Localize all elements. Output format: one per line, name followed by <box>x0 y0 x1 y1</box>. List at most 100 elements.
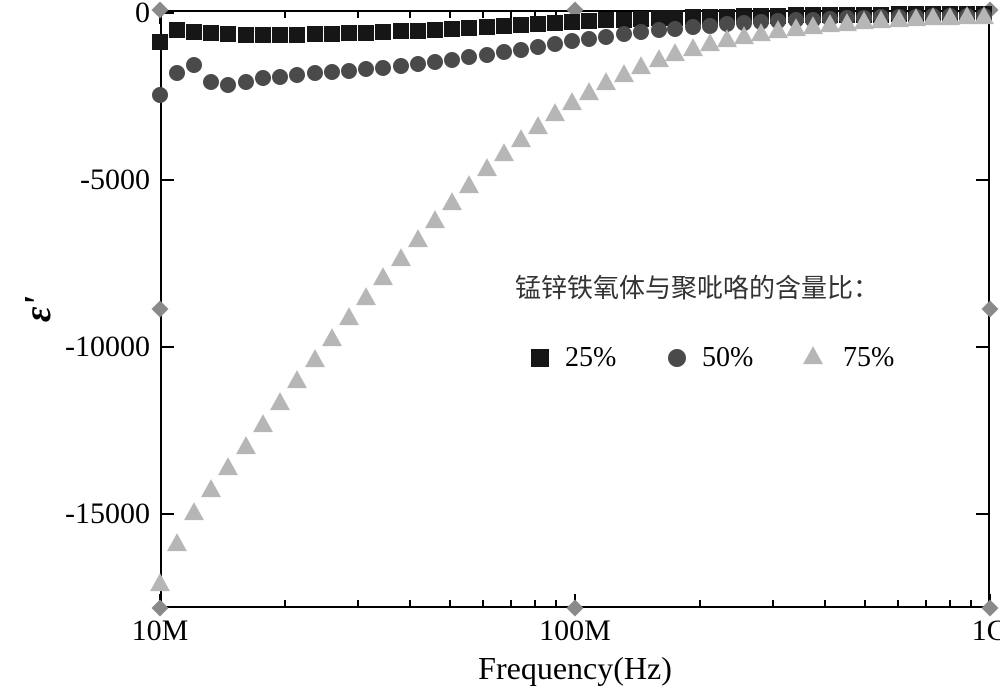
series-marker <box>339 307 359 325</box>
x-minor-tick-top <box>482 10 484 18</box>
x-minor-tick <box>925 600 927 608</box>
x-minor-tick <box>824 600 826 608</box>
series-marker <box>581 13 597 29</box>
legend-marker <box>668 349 686 367</box>
series-marker <box>598 29 614 45</box>
series-marker <box>479 19 495 35</box>
series-marker <box>220 77 236 93</box>
series-marker <box>616 26 632 42</box>
border-diamond <box>152 2 169 19</box>
series-marker <box>307 65 323 81</box>
series-marker <box>616 12 632 28</box>
y-tick-right <box>976 346 990 348</box>
series-marker <box>444 21 460 37</box>
series-marker <box>410 56 426 72</box>
series-marker <box>479 47 495 63</box>
series-marker <box>287 371 307 389</box>
series-marker <box>598 12 614 28</box>
y-tick-label: -5000 <box>80 163 150 197</box>
series-marker <box>238 27 254 43</box>
series-marker <box>203 74 219 90</box>
series-marker <box>324 26 340 42</box>
series-marker <box>530 16 546 32</box>
series-marker <box>974 6 994 24</box>
x-minor-tick-top <box>449 10 451 18</box>
x-tick-label: 1G <box>972 614 1000 648</box>
series-marker <box>150 573 170 591</box>
series-marker <box>391 248 411 266</box>
series-marker <box>651 22 667 38</box>
y-axis-label: ε' <box>16 296 60 322</box>
series-marker <box>702 18 718 34</box>
series-marker <box>289 27 305 43</box>
series-marker <box>375 60 391 76</box>
x-tick-label: 10M <box>132 614 189 648</box>
x-minor-tick <box>482 600 484 608</box>
series-marker <box>186 57 202 73</box>
x-minor-tick <box>970 600 972 608</box>
series-marker <box>461 49 477 65</box>
series-marker <box>272 27 288 43</box>
y-tick-right <box>976 179 990 181</box>
x-minor-tick <box>897 600 899 608</box>
series-marker <box>152 87 168 103</box>
series-marker <box>427 54 443 70</box>
series-marker <box>564 14 580 30</box>
x-minor-tick <box>357 600 359 608</box>
x-minor-tick <box>555 600 557 608</box>
series-marker <box>513 42 529 58</box>
series-marker <box>167 533 187 551</box>
series-marker <box>270 392 290 410</box>
series-marker <box>461 20 477 36</box>
series-marker <box>324 64 340 80</box>
x-minor-tick <box>949 600 951 608</box>
series-marker <box>358 25 374 41</box>
legend-label: 50% <box>702 342 753 374</box>
y-tick-label: 0 <box>135 0 150 30</box>
series-marker <box>393 58 409 74</box>
series-marker <box>375 24 391 40</box>
y-tick-right <box>976 513 990 515</box>
y-tick <box>160 346 174 348</box>
border-diamond <box>982 301 999 318</box>
legend-title: 锰锌铁氧体与聚吡咯的含量比： <box>515 268 879 305</box>
series-marker <box>255 70 271 86</box>
series-marker <box>341 63 357 79</box>
y-tick-label: -10000 <box>65 330 150 364</box>
series-marker <box>459 175 479 193</box>
x-minor-tick <box>409 600 411 608</box>
series-marker <box>322 328 342 346</box>
border-diamond <box>152 301 169 318</box>
series-marker <box>218 457 238 475</box>
series-marker <box>169 22 185 38</box>
series-marker <box>547 36 563 52</box>
x-minor-tick <box>449 600 451 608</box>
series-marker <box>255 27 271 43</box>
series-marker <box>633 24 649 40</box>
series-marker <box>356 287 376 305</box>
series-marker <box>238 74 254 90</box>
y-tick-label: -15000 <box>65 497 150 531</box>
y-tick <box>160 179 174 181</box>
series-marker <box>186 24 202 40</box>
series-marker <box>201 479 221 497</box>
series-marker <box>564 33 580 49</box>
x-axis-label: Frequency(Hz) <box>160 650 990 687</box>
series-marker <box>427 22 443 38</box>
series-marker <box>685 19 701 35</box>
series-marker <box>393 23 409 39</box>
y-tick <box>160 513 174 515</box>
legend-label: 25% <box>565 342 616 374</box>
x-minor-tick-top <box>284 10 286 18</box>
series-marker <box>307 26 323 42</box>
series-marker <box>358 61 374 77</box>
series-marker <box>152 34 168 50</box>
series-marker <box>496 44 512 60</box>
x-minor-tick <box>284 600 286 608</box>
legend-marker <box>803 346 823 364</box>
series-marker <box>289 67 305 83</box>
series-marker <box>305 349 325 367</box>
series-marker <box>373 267 393 285</box>
series-marker <box>530 39 546 55</box>
series-marker <box>410 23 426 39</box>
